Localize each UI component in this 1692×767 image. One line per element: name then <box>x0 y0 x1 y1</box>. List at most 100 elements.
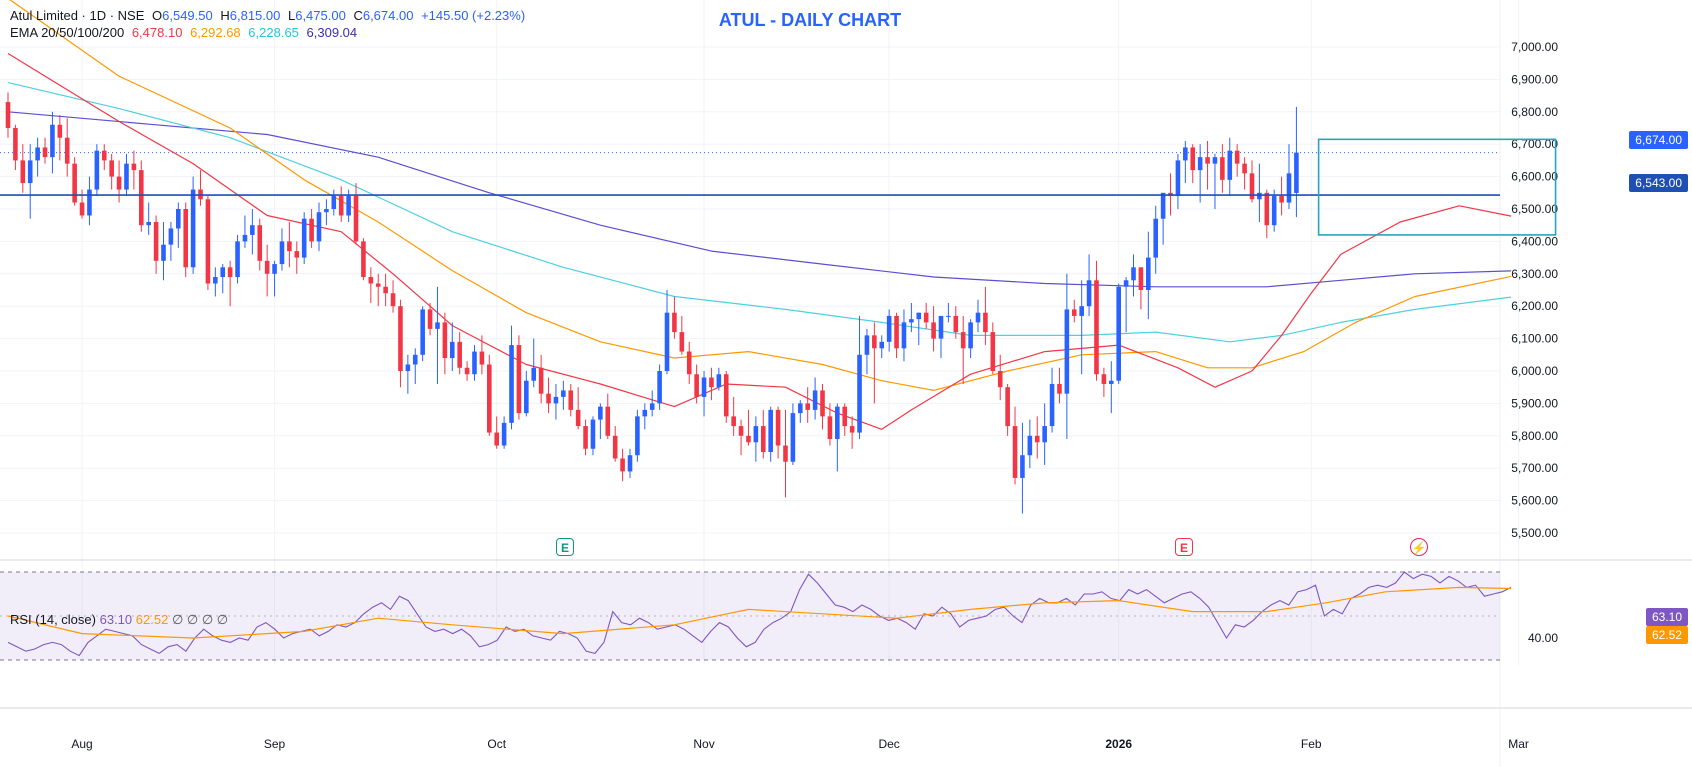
candle-body <box>849 426 855 433</box>
candle-body <box>938 315 944 339</box>
rsi-ma-badge: 62.52 <box>1645 626 1688 644</box>
candle-body <box>1012 426 1018 478</box>
candle-body <box>331 196 337 209</box>
y-tick-label: 6,500.00 <box>1511 202 1558 216</box>
candle-body <box>516 345 522 414</box>
candle-body <box>420 309 425 355</box>
x-tick-label: Nov <box>693 737 714 751</box>
candle-body <box>161 244 166 261</box>
x-tick-label: Sep <box>264 737 286 751</box>
candle-body <box>183 209 189 268</box>
y-tick-label: 6,400.00 <box>1511 234 1558 248</box>
rsi-label: RSI (14, close) <box>10 612 96 627</box>
candle-body <box>42 147 48 158</box>
close-label: C6,674.00 <box>353 8 414 23</box>
ema-legend: EMA 20/50/100/200 6,478.10 6,292.68 6,22… <box>10 25 361 40</box>
ema20-value: 6,478.10 <box>131 25 183 40</box>
candle-body <box>709 377 714 388</box>
candle-body <box>1286 173 1292 203</box>
candle-body <box>983 312 988 333</box>
candle-body <box>398 306 403 371</box>
candle-body <box>1227 150 1233 180</box>
candle-body <box>1042 426 1047 443</box>
candle-body <box>583 426 588 449</box>
candle-body <box>1020 455 1025 478</box>
candle-body <box>1220 157 1225 180</box>
earnings-icon[interactable]: E <box>1175 538 1193 556</box>
candle-body <box>953 315 959 333</box>
candle-body <box>746 435 751 443</box>
price-badge: 6,674.00 <box>1629 131 1688 149</box>
candle-body <box>1175 160 1181 197</box>
candle-body <box>731 416 736 427</box>
candle-body <box>346 196 351 216</box>
y-tick-label: 6,700.00 <box>1511 137 1558 151</box>
ema200-line <box>7 111 1512 288</box>
candle-body <box>1049 383 1055 427</box>
candle-body <box>442 322 448 359</box>
candle-body <box>20 160 26 184</box>
candle-body <box>620 458 625 472</box>
candle-body <box>783 445 788 462</box>
y-tick-label: 6,100.00 <box>1511 332 1558 346</box>
y-tick-label: 5,500.00 <box>1511 526 1558 540</box>
candle-body <box>35 147 40 161</box>
candle-body <box>13 128 18 161</box>
level-badge: 6,543.00 <box>1629 174 1688 192</box>
candle-body <box>405 364 411 371</box>
x-tick-label: Feb <box>1301 737 1322 751</box>
candle-body <box>909 319 914 323</box>
candle-body <box>109 160 114 177</box>
candle-body <box>553 396 559 404</box>
y-tick-label: 5,600.00 <box>1511 494 1558 508</box>
candle-body <box>975 312 981 323</box>
candle-body <box>946 315 951 317</box>
candle-body <box>901 322 907 349</box>
ema20-line <box>7 52 1512 430</box>
candle-body <box>264 260 270 274</box>
candle-body <box>775 409 781 446</box>
candle-body <box>131 163 137 171</box>
y-tick-label: 5,900.00 <box>1511 396 1558 410</box>
candle-body <box>116 176 122 190</box>
candle-body <box>338 196 344 216</box>
candle-body <box>568 390 574 410</box>
candle-body <box>1108 380 1114 384</box>
candle-body <box>598 406 603 420</box>
candle-body <box>812 390 818 410</box>
rsi-tick-label: 40.00 <box>1528 631 1558 645</box>
candle-body <box>79 202 85 216</box>
candle-body <box>990 332 996 371</box>
x-tick-label: 2026 <box>1105 737 1132 751</box>
flash-event-icon[interactable]: ⚡ <box>1410 538 1428 556</box>
candle-body <box>1257 192 1262 200</box>
candle-body <box>361 241 366 278</box>
symbol-label: Atul Limited · 1D · NSE <box>10 8 145 23</box>
x-tick-label: Aug <box>71 737 92 751</box>
candle-body <box>538 367 544 394</box>
low-label: L6,475.00 <box>287 8 346 23</box>
candle-body <box>1034 435 1040 443</box>
candle-body <box>657 371 662 404</box>
candle-body <box>1242 163 1247 174</box>
candle-body <box>176 209 181 229</box>
candle-body <box>931 322 936 339</box>
candle-body <box>324 209 329 213</box>
candle-body <box>27 160 33 184</box>
candle-body <box>5 102 11 128</box>
candle-body <box>487 364 492 433</box>
candle-body <box>316 212 322 242</box>
candle-body <box>494 432 500 446</box>
candle-body <box>635 416 640 456</box>
chart-title: ATUL - DAILY CHART <box>718 10 902 30</box>
ema50-value: 6,292.68 <box>190 25 241 40</box>
earnings-icon[interactable]: E <box>556 538 574 556</box>
candle-body <box>368 277 374 284</box>
candle-body <box>664 312 670 371</box>
candle-body <box>1079 306 1084 316</box>
candle-body <box>820 390 825 417</box>
candle-body <box>383 286 388 294</box>
candle-body <box>1094 280 1099 375</box>
candle-body <box>997 371 1003 388</box>
